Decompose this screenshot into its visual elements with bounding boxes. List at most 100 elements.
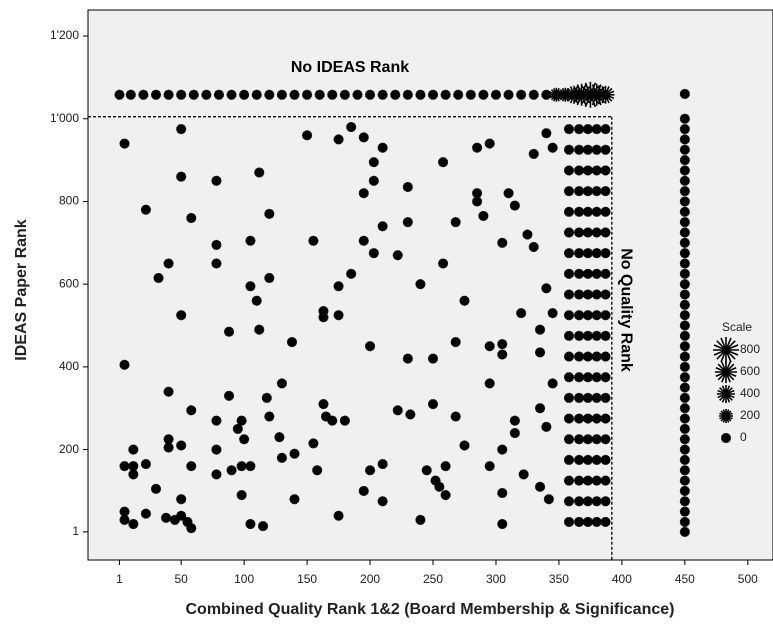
point — [535, 481, 546, 492]
point — [679, 144, 690, 155]
point — [440, 490, 451, 501]
point — [327, 415, 338, 426]
x-tick-label: 350 — [549, 572, 569, 586]
point — [484, 138, 495, 149]
point — [254, 167, 265, 178]
point — [459, 295, 470, 306]
legend-marker — [715, 361, 737, 383]
point — [169, 514, 180, 525]
point — [582, 516, 593, 527]
x-tick-label: 400 — [612, 572, 632, 586]
point — [245, 461, 256, 472]
legend-marker — [721, 433, 731, 443]
point — [574, 454, 585, 465]
point — [176, 510, 187, 521]
annotation: No Quality Rank — [618, 248, 635, 372]
point — [679, 289, 690, 300]
point — [402, 181, 413, 192]
y-axis-title: IDEAS Paper Rank — [13, 219, 30, 360]
point — [591, 289, 602, 300]
point — [161, 512, 172, 523]
point — [679, 465, 690, 476]
point — [484, 461, 495, 472]
point — [176, 310, 187, 321]
point — [365, 465, 376, 476]
point — [679, 113, 690, 124]
point — [679, 175, 690, 186]
point — [679, 382, 690, 393]
point — [600, 413, 611, 424]
y-tick-label: 1'200 — [50, 28, 79, 42]
point — [346, 122, 357, 133]
point — [543, 494, 554, 505]
point — [574, 144, 585, 155]
point — [138, 89, 149, 100]
point — [518, 469, 529, 480]
point — [415, 279, 426, 290]
point — [679, 434, 690, 445]
point — [679, 444, 690, 455]
point — [564, 434, 575, 445]
point — [264, 208, 275, 219]
point — [600, 516, 611, 527]
point — [119, 461, 130, 472]
point — [188, 89, 199, 100]
point — [450, 217, 461, 228]
point — [163, 442, 174, 453]
point — [591, 475, 602, 486]
point — [392, 405, 403, 416]
point — [591, 268, 602, 279]
point — [591, 372, 602, 383]
point — [264, 89, 275, 100]
point — [236, 415, 247, 426]
point — [484, 378, 495, 389]
point — [679, 196, 690, 207]
x-tick-label: 450 — [675, 572, 695, 586]
x-tick-label: 300 — [486, 572, 506, 586]
point — [497, 237, 508, 248]
point — [679, 372, 690, 383]
point — [679, 496, 690, 507]
point — [679, 165, 690, 176]
point — [490, 89, 501, 100]
point — [564, 413, 575, 424]
point — [472, 196, 483, 207]
point — [119, 506, 130, 517]
point — [574, 372, 585, 383]
point — [564, 165, 575, 176]
point — [503, 89, 514, 100]
point — [600, 310, 611, 321]
point — [402, 89, 413, 100]
point — [574, 475, 585, 486]
point — [125, 89, 136, 100]
point — [574, 434, 585, 445]
point — [308, 235, 319, 246]
point — [679, 413, 690, 424]
legend-label: 600 — [740, 364, 760, 378]
point — [574, 516, 585, 527]
point — [679, 341, 690, 352]
point — [346, 268, 357, 279]
point — [119, 359, 130, 370]
point — [679, 320, 690, 331]
point — [226, 465, 237, 476]
point — [392, 250, 403, 261]
point — [591, 310, 602, 321]
point — [679, 217, 690, 228]
point — [186, 461, 197, 472]
point — [358, 235, 369, 246]
point — [679, 237, 690, 248]
point — [497, 444, 508, 455]
point — [600, 227, 611, 238]
point — [176, 89, 187, 100]
point — [564, 186, 575, 197]
point — [440, 461, 451, 472]
point — [333, 281, 344, 292]
point — [128, 469, 139, 480]
point — [679, 299, 690, 310]
x-tick-label: 250 — [423, 572, 443, 586]
point — [472, 188, 483, 199]
point — [679, 206, 690, 217]
point — [600, 206, 611, 217]
point — [176, 440, 187, 451]
